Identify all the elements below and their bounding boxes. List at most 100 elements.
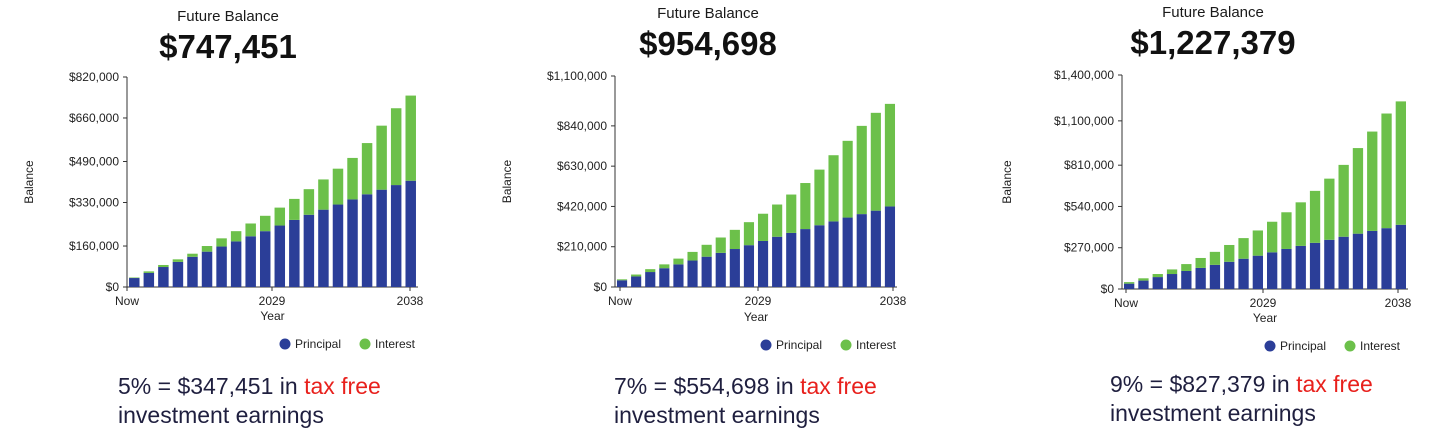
future-balance-label: Future Balance [177,8,279,25]
legend-label-principal: Principal [776,338,822,352]
bar-principal [1152,277,1163,289]
bar-principal [1381,228,1392,289]
bar-principal [701,256,712,287]
bar-principal [332,204,344,287]
bar-principal [129,278,140,287]
bar-interest [1195,257,1206,268]
y-tick-label: $270,000 [1064,241,1114,255]
caption-prefix: 7% = $554,698 in [614,373,801,399]
bar-interest [1295,202,1306,246]
bar-interest [187,253,198,257]
bar-interest [1309,190,1321,243]
bar-principal [884,206,896,287]
bar-principal [772,236,783,287]
bar-principal [1166,274,1178,289]
x-tick-label: 2029 [259,294,286,308]
bar-interest [289,198,300,220]
bar-principal [800,229,811,287]
x-axis-label: Year [744,310,768,324]
bar-interest [1367,131,1378,231]
y-tick-label: $420,000 [557,199,607,213]
bar-interest [772,204,783,237]
bar-interest [245,223,256,237]
bar-interest [158,264,169,268]
bar-principal [856,214,867,287]
future-balance-value: $1,227,379 [1130,24,1296,61]
bar-principal [1281,248,1292,289]
y-tick-label: $840,000 [557,119,607,133]
bar-principal [1195,267,1206,289]
bar-principal [1209,264,1221,289]
chart-panel-3: Future Balance $1,227,379 $0 $270,000 $540… [980,0,1430,438]
earnings-caption: 7% = $554,698 in tax free investment ear… [614,372,877,430]
bar-principal [318,209,329,287]
y-tick-label: $1,100,000 [547,69,607,83]
legend-swatch-principal [279,338,291,350]
bar-interest [230,231,242,242]
bar-interest [143,271,155,273]
y-axis-label: Balance [500,159,514,203]
bar-interest [303,189,315,215]
x-axis-label: Year [1253,311,1277,325]
bar-principal [1324,239,1335,289]
y-tick-label: $1,100,000 [1054,114,1114,128]
bar-principal [659,268,670,287]
caption-highlight: tax free [800,373,877,399]
bar-interest [1138,278,1149,281]
bar-interest [129,277,140,279]
caption-prefix: 5% = $347,451 in [118,373,305,399]
bar-interest [856,125,867,215]
bar-principal [1138,280,1149,289]
bar-principal [1309,242,1321,289]
bar-interest [757,213,769,241]
bar-interest [1281,212,1292,249]
bar-principal [158,267,169,287]
stacked-bar-chart: $0 $160,000 $330,000 $490,000 $660,000 $820,0… [22,70,424,351]
x-tick-label: 2029 [1250,296,1277,310]
bar-interest [1209,251,1221,265]
bar-principal [842,217,853,287]
bar-interest [216,238,227,247]
bar-principal [172,261,184,287]
legend-label-interest: Interest [1360,339,1401,353]
bar-interest [1224,244,1235,262]
caption-line2: investment earnings [1110,400,1316,426]
bar-principal [303,214,315,287]
earnings-caption: 5% = $347,451 in tax free investment ear… [118,372,381,430]
bar-interest [390,108,402,186]
bar-interest [701,244,712,257]
bar-interest [318,179,329,210]
bar-principal [616,280,628,287]
bar-principal [1238,258,1249,289]
bar-principal [673,264,684,287]
bar-principal [390,185,402,287]
bar-interest [870,112,881,211]
bar-interest [743,222,755,246]
x-tick-label: 2038 [1385,296,1412,310]
bar-interest [1166,269,1178,275]
bar-principal [274,225,286,287]
legend-swatch-interest [359,338,371,350]
y-tick-label: $330,000 [69,195,119,209]
bar-principal [786,232,797,287]
bar-interest [1338,164,1349,237]
bar-interest [1124,282,1135,284]
bar-interest [1395,101,1406,225]
caption-prefix: 9% = $827,379 in [1110,371,1297,397]
y-tick-label: $540,000 [1064,199,1114,213]
bar-interest [659,264,670,269]
bar-interest [172,259,184,262]
bar-principal [814,225,825,287]
y-axis-label: Balance [1000,160,1014,204]
bar-interest [361,143,373,195]
bar-interest [1181,264,1192,271]
caption-highlight: tax free [1296,371,1373,397]
legend-swatch-interest [840,339,852,351]
x-tick-label: 2038 [397,294,424,308]
bar-principal [645,272,656,287]
bar-principal [187,256,198,287]
legend-label-principal: Principal [1280,339,1326,353]
y-tick-label: $810,000 [1064,158,1114,172]
bar-interest [274,207,286,226]
bar-principal [1295,245,1306,289]
